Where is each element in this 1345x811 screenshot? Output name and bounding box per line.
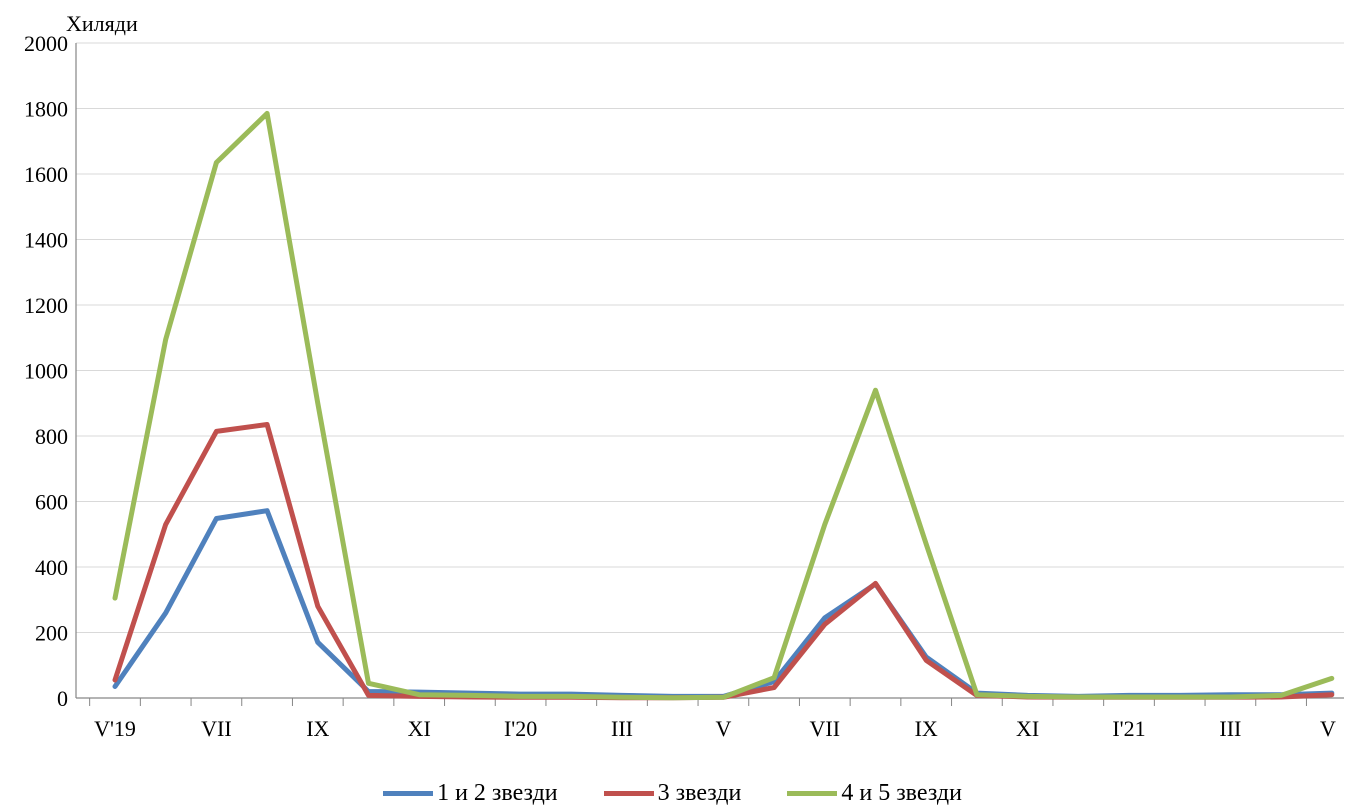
y-tick-label: 2000 xyxy=(24,31,68,56)
x-tick-label: V xyxy=(1320,716,1336,741)
x-tick-label: I'20 xyxy=(504,716,537,741)
legend-swatch-series-3 xyxy=(787,791,838,796)
legend: 1 и 2 звезди 3 звезди 4 и 5 звезди xyxy=(0,780,1345,807)
legend-item-series-1: 1 и 2 звезди xyxy=(383,780,558,807)
x-tick-label: III xyxy=(611,716,633,741)
y-tick-label: 1400 xyxy=(24,228,68,253)
x-tick-labels: V'19 VII IX XI I'20 III V VII IX XI I'21 III V xyxy=(94,716,1336,741)
axes xyxy=(75,43,1344,706)
x-tick-label: XI xyxy=(408,716,431,741)
x-tick-label: V xyxy=(715,716,731,741)
y-axis-label: Хиляди xyxy=(66,11,138,36)
series-lines xyxy=(112,110,1335,701)
y-tick-label: 1200 xyxy=(24,293,68,318)
y-tick-label: 800 xyxy=(35,424,68,449)
legend-swatch-series-2 xyxy=(603,791,654,796)
legend-item-series-3: 4 и 5 звезди xyxy=(787,780,962,807)
y-tick-label: 0 xyxy=(57,686,68,711)
chart: Хиляди 0 200 400 600 800 1000 1200 1400 1600 1800… xyxy=(24,11,1344,741)
gridlines xyxy=(76,42,1344,633)
y-tick-label: 1000 xyxy=(24,359,68,384)
x-tick-label: VII xyxy=(810,716,841,741)
x-tick-label: V'19 xyxy=(94,716,136,741)
y-tick-label: 400 xyxy=(35,555,68,580)
x-tick-label: IX xyxy=(915,716,938,741)
series-line-3 xyxy=(112,110,1335,701)
x-tick-label: III xyxy=(1219,716,1241,741)
x-tick-label: XI xyxy=(1016,716,1039,741)
y-tick-labels: 0 200 400 600 800 1000 1200 1400 1600 1800 2000 xyxy=(24,31,68,711)
series-line-2 xyxy=(112,422,1335,701)
y-tick-label: 600 xyxy=(35,490,68,515)
legend-label-series-2: 3 звезди xyxy=(657,780,742,806)
y-tick-label: 1600 xyxy=(24,162,68,187)
legend-label-series-3: 4 и 5 звезди xyxy=(841,780,962,806)
x-tick-label: IX xyxy=(306,716,329,741)
legend-swatch-series-1 xyxy=(383,791,434,796)
legend-label-series-1: 1 и 2 звезди xyxy=(437,780,558,806)
x-tick-label: I'21 xyxy=(1112,716,1145,741)
y-tick-label: 200 xyxy=(35,621,68,646)
x-tick-label: VII xyxy=(201,716,232,741)
legend-item-series-2: 3 звезди xyxy=(603,780,742,807)
y-tick-label: 1800 xyxy=(24,97,68,122)
